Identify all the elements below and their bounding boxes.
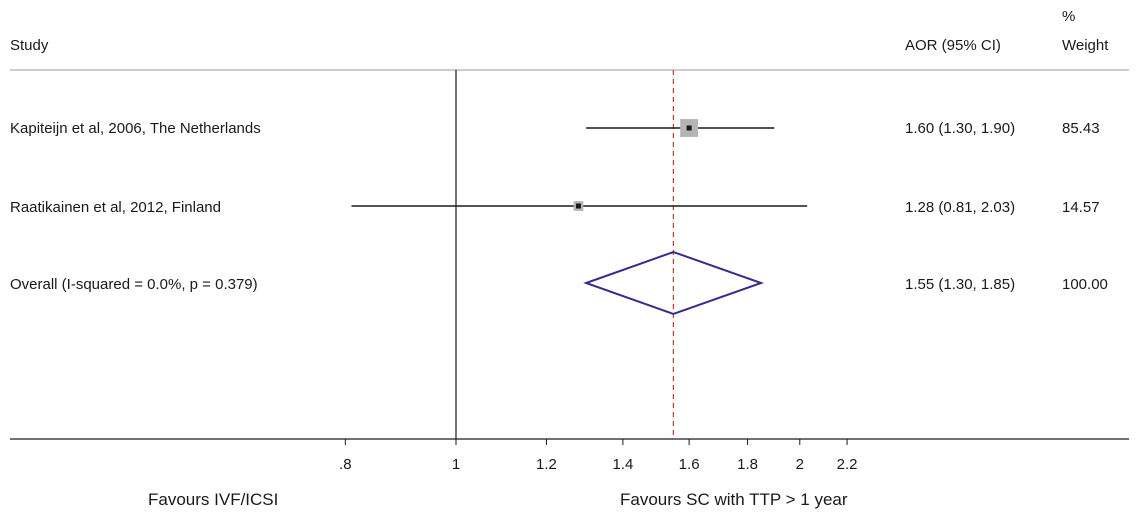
favours-left-label: Favours IVF/ICSI <box>148 490 279 509</box>
overall-diamond <box>583 250 765 316</box>
weight-percent-label: % <box>1062 8 1076 25</box>
weight-column-header: Weight <box>1062 37 1109 54</box>
overall-ci-text: 1.55 (1.30, 1.85) <box>905 276 1016 293</box>
weight-raatikainen: 14.57 <box>1062 199 1100 216</box>
x-tick-label: 1.8 <box>737 456 758 473</box>
x-tick-label: 1.2 <box>535 456 557 473</box>
x-tick-label: 1.6 <box>678 456 700 473</box>
x-tick-label: 1 <box>451 456 461 473</box>
overall-label: Overall (I-squared = 0.0%, p = 0.379) <box>10 276 258 293</box>
x-tick-label: 1.4 <box>612 456 634 473</box>
study-column-header: Study <box>10 37 49 54</box>
point-estimate-raatikainen <box>575 203 581 209</box>
point-estimate-kapiteijn <box>686 125 692 131</box>
ci-text-kapiteijn: 1.60 (1.30, 1.90) <box>905 120 1016 137</box>
x-tick-label: 2.2 <box>836 456 858 473</box>
study-label-raatikainen: Raatikainen et al, 2012, Finland <box>10 199 221 216</box>
effect-column-header: AOR (95% CI) <box>905 37 1001 54</box>
overall-weight: 100.00 <box>1062 276 1108 293</box>
weight-kapiteijn: 85.43 <box>1062 120 1100 137</box>
ci-text-raatikainen: 1.28 (0.81, 2.03) <box>905 199 1016 216</box>
x-tick-label: .8 <box>339 456 352 473</box>
x-tick-label: 2 <box>795 456 804 473</box>
favours-right-label: Favours SC with TTP > 1 year <box>620 490 848 509</box>
study-label-kapiteijn: Kapiteijn et al, 2006, The Netherlands <box>10 120 261 137</box>
